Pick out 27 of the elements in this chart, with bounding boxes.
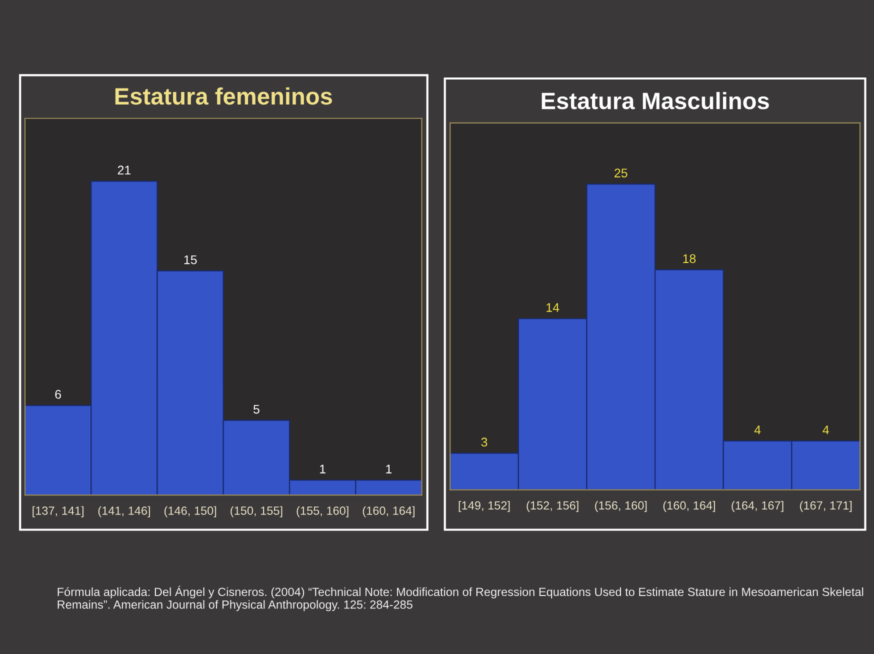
data-label: 4 bbox=[822, 426, 829, 434]
data-label: 18 bbox=[683, 254, 696, 264]
data-label: 3 bbox=[481, 438, 488, 447]
data-label: 5 bbox=[253, 404, 260, 414]
x-tick-label: (160, 164] bbox=[362, 506, 414, 518]
chart-title: Estatura Masculinos bbox=[542, 92, 769, 110]
x-tick-label: [137, 141] bbox=[32, 506, 84, 518]
data-label: 6 bbox=[55, 390, 61, 399]
x-tick-label: (167, 171] bbox=[800, 500, 852, 512]
data-label: 4 bbox=[754, 426, 761, 434]
x-tick-label: (160, 164] bbox=[663, 500, 715, 512]
data-label: 1 bbox=[320, 464, 326, 474]
data-label: 21 bbox=[118, 166, 131, 174]
x-tick-label: (150, 155] bbox=[230, 506, 282, 518]
x-tick-label: (152, 156] bbox=[526, 500, 578, 512]
data-label: 15 bbox=[184, 255, 197, 264]
x-tick-label: (141, 146] bbox=[98, 506, 150, 518]
chart-title: Estatura femeninos bbox=[115, 87, 332, 105]
data-label: 25 bbox=[614, 168, 628, 178]
x-tick-label: (155, 160] bbox=[296, 506, 348, 518]
x-tick-label: [149, 152] bbox=[458, 500, 510, 512]
x-tick-label: (164, 167] bbox=[732, 500, 784, 512]
text: Fórmula aplicada: Del Ángel y Cisneros. (2004) “Technical Note: Modification of Regression Equations Used to Estimate Stature in Mesoamerican Skeletal Remains”. American Journal of Physical Anthropology. 125: 284-285 bbox=[58, 586, 864, 612]
data-label: 14 bbox=[546, 303, 560, 312]
x-tick-label: (156, 160] bbox=[595, 500, 647, 512]
x-tick-label: (146, 150] bbox=[164, 506, 216, 518]
data-label: 1 bbox=[386, 464, 392, 474]
